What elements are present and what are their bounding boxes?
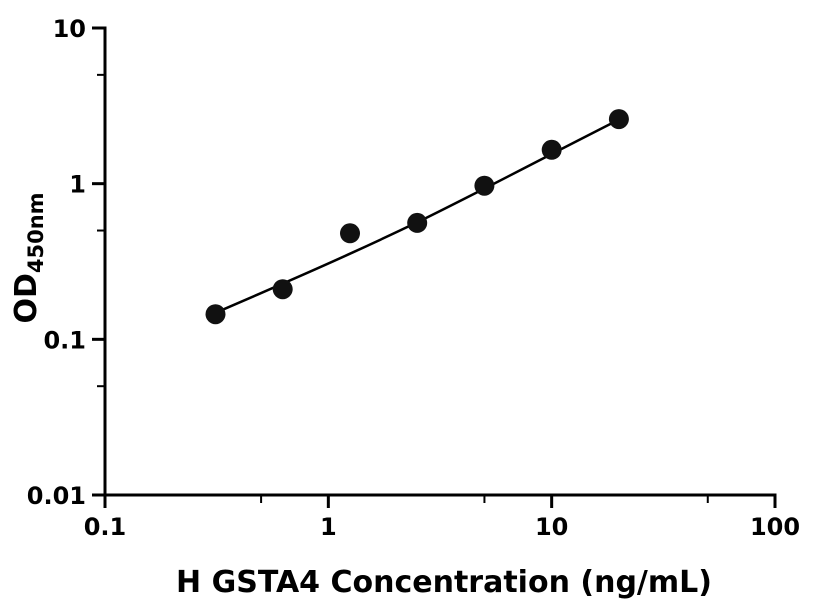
y-tick-label: 0.01 (27, 482, 86, 510)
data-point (205, 304, 226, 325)
data-point (541, 139, 562, 160)
data-point (272, 279, 293, 300)
axes (103, 26, 777, 497)
y-axis-title: OD450nm (9, 192, 48, 323)
y-tick-label: 0.1 (43, 326, 86, 354)
x-tick-label: 0.1 (84, 513, 127, 541)
y-tick-label: 1 (69, 171, 86, 199)
x-tick-label: 100 (750, 513, 800, 541)
x-tick-label: 1 (320, 513, 337, 541)
y-axis-title-subscript: 450nm (24, 192, 48, 273)
data-point (474, 175, 495, 196)
y-tick-label: 10 (53, 15, 86, 43)
data-point (608, 109, 629, 130)
data-point (340, 223, 360, 244)
x-tick-label: 10 (535, 513, 568, 541)
data-point (407, 212, 428, 233)
y-axis-title-main: OD (9, 273, 44, 323)
x-axis-title: H GSTA4 Concentration (ng/mL) (176, 565, 712, 600)
plot-layer: 0.1 1 10 100 0.01 0.1 1 10 (27, 15, 800, 541)
